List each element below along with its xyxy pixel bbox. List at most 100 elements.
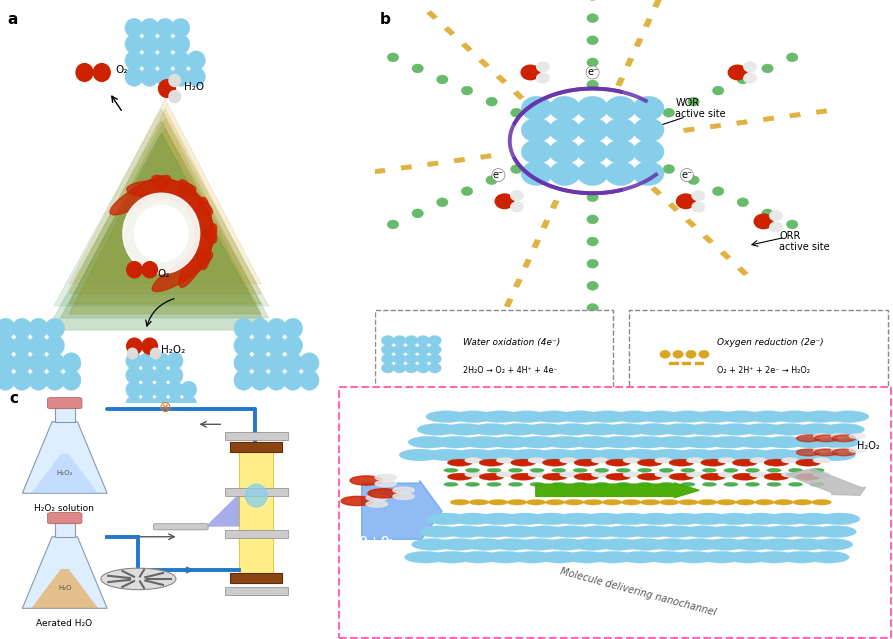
Circle shape (399, 449, 440, 461)
Circle shape (744, 73, 756, 83)
Circle shape (740, 513, 781, 525)
Circle shape (552, 468, 566, 472)
Circle shape (455, 449, 496, 461)
Circle shape (140, 51, 159, 70)
Circle shape (267, 335, 286, 356)
Circle shape (139, 353, 155, 369)
Text: Water oxidation (4e⁻): Water oxidation (4e⁻) (463, 337, 561, 347)
Text: e⁻: e⁻ (493, 170, 504, 180)
Circle shape (453, 411, 494, 422)
Circle shape (621, 449, 662, 461)
Circle shape (427, 449, 468, 461)
Circle shape (267, 353, 286, 373)
Circle shape (429, 363, 441, 373)
Circle shape (819, 513, 860, 525)
Circle shape (640, 411, 681, 422)
Polygon shape (22, 422, 107, 493)
FancyBboxPatch shape (225, 587, 288, 595)
Circle shape (436, 436, 477, 448)
Circle shape (126, 353, 142, 369)
Circle shape (381, 335, 395, 346)
Text: O₂: O₂ (157, 269, 170, 279)
Circle shape (46, 353, 64, 373)
Circle shape (808, 551, 849, 563)
Circle shape (549, 96, 580, 120)
Circle shape (171, 19, 190, 38)
Circle shape (180, 381, 196, 398)
FancyArrow shape (786, 469, 865, 495)
Bar (703, 235, 714, 243)
Circle shape (486, 97, 497, 106)
Bar (454, 157, 465, 163)
Circle shape (46, 335, 64, 356)
Circle shape (764, 473, 789, 481)
Circle shape (187, 51, 205, 70)
Bar (461, 43, 472, 52)
Circle shape (789, 526, 830, 537)
Circle shape (721, 411, 762, 422)
Circle shape (93, 64, 110, 81)
Circle shape (530, 468, 544, 472)
Circle shape (62, 370, 81, 390)
Circle shape (709, 436, 750, 448)
Bar (347, 172, 359, 178)
Circle shape (381, 344, 395, 355)
Bar (479, 59, 489, 68)
Bar (643, 19, 652, 27)
Polygon shape (54, 109, 269, 306)
Circle shape (787, 53, 798, 62)
Circle shape (125, 35, 143, 54)
Circle shape (405, 344, 418, 355)
Circle shape (580, 424, 621, 435)
Circle shape (381, 354, 395, 364)
Circle shape (595, 482, 609, 486)
Circle shape (13, 370, 31, 390)
Circle shape (542, 473, 567, 481)
Circle shape (702, 468, 716, 472)
Text: a: a (8, 12, 18, 27)
Circle shape (472, 424, 513, 435)
FancyBboxPatch shape (239, 442, 273, 583)
Circle shape (234, 353, 254, 373)
Circle shape (600, 436, 641, 448)
Circle shape (713, 86, 724, 95)
Circle shape (13, 335, 31, 356)
Circle shape (577, 96, 608, 120)
Circle shape (167, 367, 183, 383)
Circle shape (393, 354, 406, 364)
Circle shape (496, 194, 513, 208)
Circle shape (755, 214, 772, 229)
Bar (522, 259, 531, 268)
Circle shape (828, 411, 869, 422)
Circle shape (673, 551, 714, 563)
Circle shape (587, 281, 598, 290)
Text: c: c (9, 391, 18, 406)
Circle shape (497, 472, 513, 477)
Circle shape (438, 539, 480, 550)
Circle shape (812, 539, 853, 550)
Circle shape (431, 551, 472, 563)
Circle shape (688, 513, 729, 525)
Circle shape (549, 140, 580, 164)
Bar (480, 153, 491, 159)
Text: H₂O: H₂O (58, 585, 71, 592)
Circle shape (724, 468, 739, 472)
Circle shape (125, 19, 143, 38)
Circle shape (426, 513, 467, 525)
Bar (625, 58, 634, 66)
Circle shape (300, 353, 319, 373)
Circle shape (577, 162, 608, 185)
Circle shape (688, 97, 699, 106)
Circle shape (667, 411, 708, 422)
Circle shape (29, 353, 48, 373)
FancyBboxPatch shape (339, 387, 891, 638)
Circle shape (770, 222, 782, 232)
Circle shape (789, 468, 803, 472)
Circle shape (697, 500, 717, 505)
Circle shape (127, 262, 142, 278)
Bar (720, 250, 731, 259)
Circle shape (417, 424, 458, 435)
Circle shape (458, 551, 499, 563)
Circle shape (572, 436, 613, 448)
Circle shape (511, 191, 523, 201)
